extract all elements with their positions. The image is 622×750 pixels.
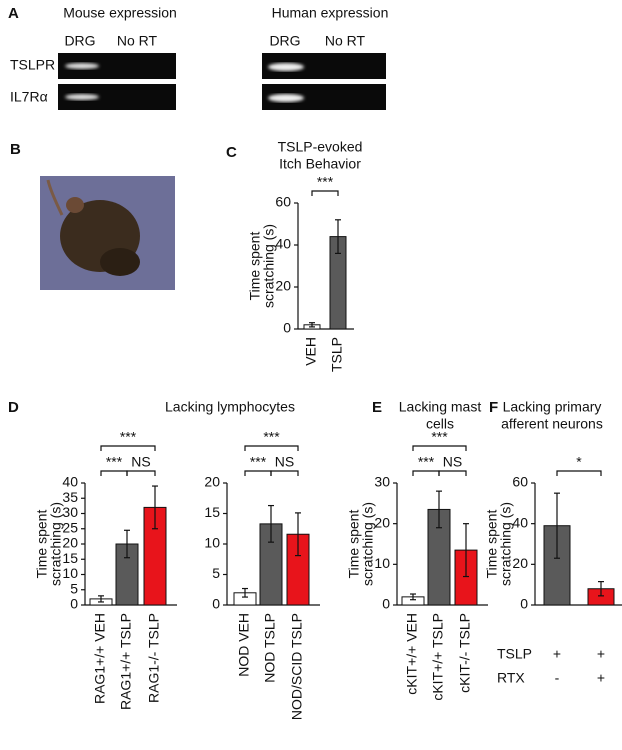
y-tick-label: 15 <box>62 550 78 566</box>
y-tick-label: 20 <box>374 514 390 530</box>
y-tick-label: 20 <box>204 474 220 490</box>
x-tick-label: RAG1+/+ VEH <box>92 613 108 704</box>
significance-bracket <box>412 445 467 451</box>
x-tick-label: NOD VEH <box>236 613 252 677</box>
y-tick-label: 5 <box>212 565 220 581</box>
significance-bracket <box>244 470 272 476</box>
significance-label: *** <box>431 429 448 445</box>
significance-label: *** <box>250 454 267 470</box>
x-tick-label: cKIT-/- TSLP <box>457 613 473 693</box>
y-tick-label: 10 <box>204 535 220 551</box>
panel-letter: A <box>8 5 19 22</box>
y-axis-label: scratching (s) <box>48 502 64 586</box>
y-tick-label: 40 <box>62 474 78 490</box>
panel-letter: E <box>372 399 382 416</box>
y-tick-label: 10 <box>374 555 390 571</box>
significance-label: *** <box>120 429 137 445</box>
y-tick-label: 40 <box>275 236 291 252</box>
y-tick-label: 40 <box>512 514 528 530</box>
y-tick-label: 35 <box>62 489 78 505</box>
condition-value: + <box>597 670 605 686</box>
lane-label: DRG <box>64 33 95 49</box>
x-tick-label: NOD/SCID TSLP <box>289 613 305 720</box>
condition-value: + <box>597 646 605 662</box>
y-tick-label: 20 <box>275 278 291 294</box>
chart-title: Lacking mast <box>399 399 482 415</box>
y-tick-label: 60 <box>275 194 291 210</box>
significance-label: *** <box>418 454 435 470</box>
condition-name: TSLP <box>497 646 532 662</box>
panel-letter: F <box>489 399 498 416</box>
y-tick-label: 30 <box>374 474 390 490</box>
y-tick-label: 10 <box>62 565 78 581</box>
significance-bracket <box>412 470 440 476</box>
y-tick-label: 30 <box>62 504 78 520</box>
chart-title: cells <box>426 416 454 432</box>
panel-letter: B <box>10 141 21 158</box>
y-tick-label: 60 <box>512 474 528 490</box>
y-tick-label: 0 <box>212 596 220 612</box>
y-tick-label: 0 <box>520 596 528 612</box>
x-tick-label: NOD TSLP <box>262 613 278 683</box>
y-tick-label: 15 <box>204 504 220 520</box>
x-tick-label: VEH <box>303 337 319 366</box>
significance-label: *** <box>263 429 280 445</box>
y-axis-label: Time spent <box>346 510 362 579</box>
lane-label: No RT <box>117 33 158 49</box>
significance-label: *** <box>317 174 334 190</box>
condition-value: + <box>553 646 561 662</box>
x-tick-label: cKIT+/+ TSLP <box>430 613 446 701</box>
y-axis-label: Time spent <box>247 232 263 301</box>
gel-title: Human expression <box>272 5 389 21</box>
chart-title: Lacking lymphocytes <box>165 399 295 415</box>
y-tick-label: 0 <box>283 320 291 336</box>
y-axis-label: scratching (s) <box>360 502 376 586</box>
gel-title: Mouse expression <box>63 5 177 21</box>
significance-bracket <box>100 470 128 476</box>
lane-label: No RT <box>325 33 366 49</box>
x-tick-label: RAG1-/- TSLP <box>146 613 162 703</box>
y-tick-label: 20 <box>62 535 78 551</box>
condition-name: RTX <box>497 670 525 686</box>
y-tick-label: 20 <box>512 555 528 571</box>
y-axis-label: scratching (s) <box>261 224 277 308</box>
x-tick-label: TSLP <box>329 337 345 372</box>
significance-bracket <box>311 190 339 196</box>
significance-bracket <box>244 445 299 451</box>
gel <box>58 53 386 110</box>
y-tick-label: 5 <box>70 580 78 596</box>
significance-bracket <box>270 470 299 476</box>
chart-title: Lacking primary <box>503 399 602 415</box>
significance-bracket <box>438 470 467 476</box>
chart-title: TSLP-evoked <box>278 139 363 155</box>
significance-label: * <box>576 454 582 470</box>
significance-label: NS <box>443 454 462 470</box>
y-axis-label: scratching (s) <box>498 502 514 586</box>
panel-letter: C <box>226 144 237 161</box>
y-tick-label: 0 <box>382 596 390 612</box>
mouse-photo <box>40 176 175 290</box>
y-tick-label: 25 <box>62 519 78 535</box>
significance-label: NS <box>131 454 150 470</box>
significance-bracket <box>126 470 156 476</box>
y-tick-label: 0 <box>70 596 78 612</box>
x-tick-label: cKIT+/+ VEH <box>404 613 420 695</box>
significance-label: NS <box>275 454 294 470</box>
y-axis-label: Time spent <box>484 510 500 579</box>
condition-value: - <box>555 670 560 686</box>
x-tick-label: RAG1+/+ TSLP <box>118 613 134 710</box>
row-label: TSLPR <box>10 57 55 73</box>
significance-bracket <box>100 445 156 451</box>
y-axis-label: Time spent <box>34 510 50 579</box>
chart-title: Itch Behavior <box>279 156 361 172</box>
row-label: IL7Rα <box>10 89 48 105</box>
chart-title: afferent neurons <box>501 416 603 432</box>
lane-label: DRG <box>269 33 300 49</box>
panel-letter: D <box>8 399 19 416</box>
significance-bracket <box>556 470 602 476</box>
significance-label: *** <box>106 454 123 470</box>
